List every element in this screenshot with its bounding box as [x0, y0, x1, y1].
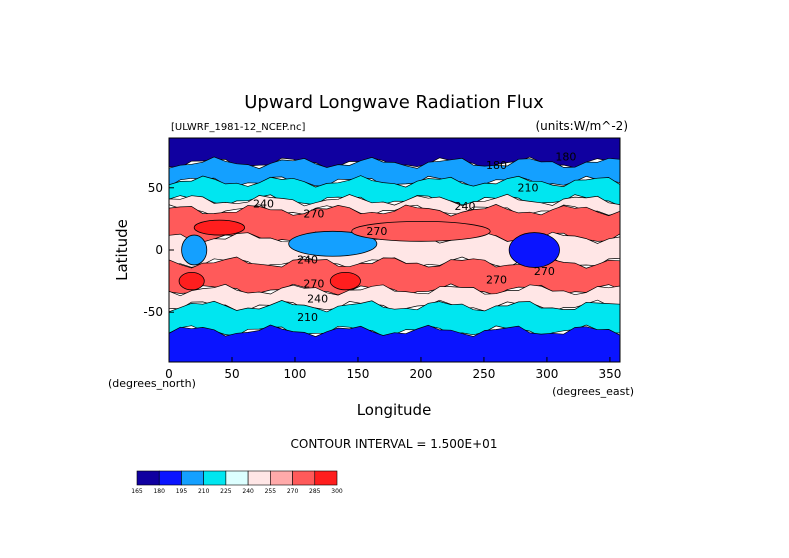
- contour-label: 270: [366, 225, 387, 238]
- y-unit-label: (degrees_north): [108, 377, 196, 390]
- field-region: [288, 230, 378, 257]
- colorbar-swatch: [292, 470, 316, 486]
- contour-label: 270: [303, 277, 324, 290]
- colorbar-swatch: [158, 470, 182, 486]
- colorbar-swatch: [247, 470, 271, 486]
- contour-label: 240: [253, 198, 274, 211]
- x-tick-label: 250: [472, 367, 495, 381]
- colorbar-tick-label: 180: [153, 488, 165, 495]
- contour-label: 240: [455, 200, 476, 213]
- colorbar-swatch: [181, 470, 204, 486]
- colorbar-tick-label: 195: [176, 488, 188, 495]
- dataset-label: [ULWRF_1981-12_NCEP.nc]: [171, 122, 306, 133]
- contour-label: 180: [486, 159, 507, 172]
- x-tick-label: 200: [410, 367, 433, 381]
- units-label: (units:W/m^-2): [535, 119, 628, 133]
- x-unit-label: (degrees_east): [552, 385, 634, 398]
- y-tick-label: 50: [148, 181, 163, 195]
- colorbar-tick-label: 165: [131, 488, 143, 495]
- field-region: [508, 232, 560, 268]
- field-region: [193, 219, 245, 236]
- y-axis-label: Latitude: [113, 219, 131, 281]
- contour-label: 180: [555, 150, 576, 163]
- field-region: [329, 271, 361, 291]
- plot-area: 180 180 210 240 240 270 270 240 270 240 210 270 270: [168, 137, 621, 363]
- contour-interval-label: CONTOUR INTERVAL = 1.500E+01: [291, 437, 498, 451]
- x-axis-ticks: 0 50 100 150 200 250 300 350: [165, 357, 621, 381]
- colorbar-tick-label: 285: [309, 488, 321, 495]
- colorbar-tick-label: 270: [287, 488, 299, 495]
- contour-label: 240: [307, 292, 328, 305]
- colorbar-swatch: [314, 470, 338, 486]
- colorbar-swatch: [270, 470, 293, 486]
- colorbar-swatch: [225, 470, 249, 486]
- colorbar-tick-label: 240: [242, 488, 254, 495]
- contour-label: 270: [534, 265, 555, 278]
- chart-title: Upward Longwave Radiation Flux: [244, 92, 544, 113]
- y-tick-label: 0: [155, 243, 163, 257]
- latitude-band: [169, 324, 620, 362]
- x-axis-label: Longitude: [357, 401, 432, 419]
- x-tick-label: 50: [224, 367, 239, 381]
- colorbar-tick-label: 225: [220, 488, 232, 495]
- x-tick-label: 300: [535, 367, 558, 381]
- colorbar-tick-label: 255: [265, 488, 277, 495]
- field-region: [351, 220, 491, 242]
- x-tick-label: 150: [347, 367, 370, 381]
- x-tick-label: 0: [165, 367, 173, 381]
- contour-label: 270: [303, 208, 324, 221]
- x-tick-label: 100: [284, 367, 307, 381]
- contour-label: 210: [297, 311, 318, 324]
- colorbar-tick-label: 210: [198, 488, 210, 495]
- x-tick-label: 350: [598, 367, 621, 381]
- field-region: [178, 271, 205, 291]
- contour-label: 270: [486, 274, 507, 287]
- y-axis-ticks: 50 0 -50: [143, 181, 174, 319]
- field-region: [181, 234, 208, 266]
- contour-label: 210: [518, 182, 539, 195]
- colorbar-swatch: [203, 470, 227, 486]
- colorbar-tick-label: 300: [331, 488, 343, 495]
- colorbar: 165 180 195 210 225 240 255 270 285 300: [131, 470, 343, 495]
- y-tick-label: -50: [143, 305, 163, 319]
- colorbar-swatch: [136, 470, 160, 486]
- contour-label: 240: [297, 254, 318, 267]
